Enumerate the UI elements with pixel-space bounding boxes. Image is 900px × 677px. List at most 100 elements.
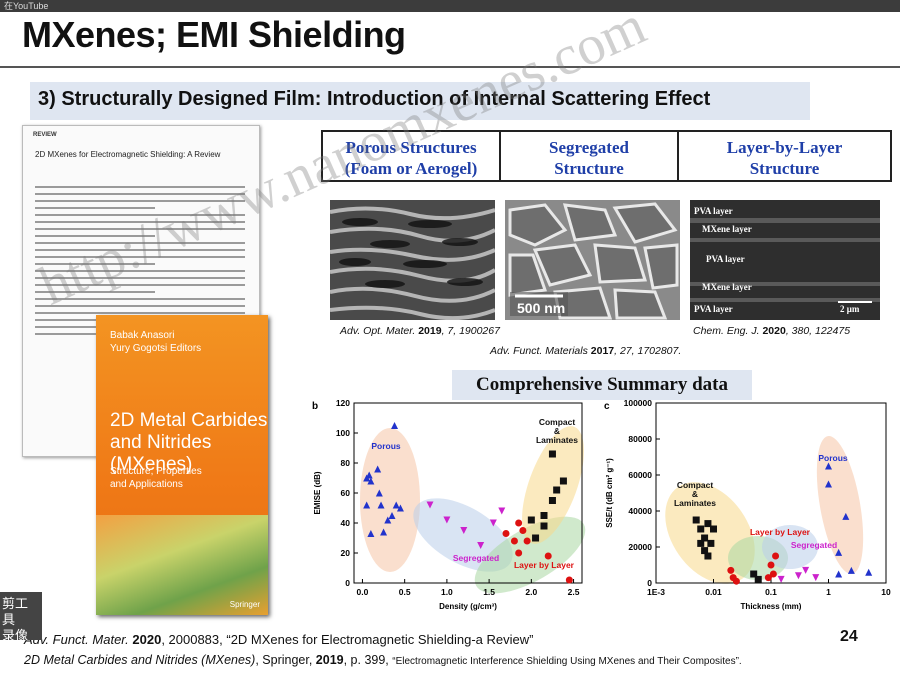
x-axis-label: Density (g/cm³) — [439, 602, 497, 611]
data-point — [707, 539, 715, 547]
data-point — [802, 566, 810, 574]
data-point — [548, 497, 556, 504]
data-point — [767, 561, 775, 569]
group-label: Compact — [677, 480, 714, 490]
citation-segregated: Adv. Funct. Materials 2017, 27, 1702807. — [490, 345, 682, 357]
data-point — [794, 572, 802, 580]
y-tick-label: 0 — [345, 578, 350, 588]
data-point — [825, 480, 832, 488]
y-tick-label: 20000 — [628, 542, 652, 552]
sem-scale-bar-label: 500 nm — [517, 300, 565, 316]
group-region — [360, 428, 420, 572]
panel-label: b — [312, 401, 318, 412]
data-point — [367, 530, 375, 537]
data-point — [532, 534, 540, 542]
header-segregated-structure: Segregated Structure — [499, 130, 679, 182]
header-layer-by-layer: Layer-by-Layer Structure — [677, 130, 892, 182]
title-divider — [0, 66, 900, 68]
data-point — [523, 537, 531, 545]
data-point — [835, 548, 843, 556]
data-point — [443, 516, 451, 524]
x-tick-label: 1E-3 — [647, 587, 665, 597]
data-point — [515, 519, 523, 527]
data-point — [460, 527, 468, 534]
summary-label: Comprehensive Summary data — [452, 370, 752, 400]
footer-citation-2: 2D Metal Carbides and Nitrides (MXenes),… — [24, 653, 742, 667]
x-tick-label: 1.0 — [441, 587, 453, 597]
data-point — [502, 530, 510, 537]
data-point — [701, 534, 709, 542]
layer-label-4: MXene layer — [702, 282, 752, 292]
group-region — [474, 516, 586, 594]
data-point — [498, 507, 506, 515]
slide-subtitle: 3) Structurally Designed Film: Introduct… — [38, 88, 711, 110]
footer-citation-1: Adv. Funct. Mater. 2020, 2000883, “2D MX… — [24, 632, 534, 647]
sem-segregated-image: 500 nm — [505, 200, 680, 320]
x-tick-label: 10 — [881, 587, 891, 597]
panel-label: c — [604, 401, 610, 412]
y-tick-label: 40000 — [628, 506, 652, 516]
youtube-link[interactable]: 在YouTube — [4, 1, 49, 11]
layer-label-5: PVA layer — [694, 304, 733, 314]
data-point — [565, 576, 573, 584]
data-point — [510, 537, 518, 545]
layer-label-2: MXene layer — [702, 224, 752, 234]
x-tick-label: 0.01 — [705, 587, 722, 597]
video-topbar — [0, 0, 900, 12]
data-point — [363, 501, 371, 509]
y-axis-label: SSE/t (dB cm² g⁻¹) — [605, 458, 614, 528]
page-number: 24 — [840, 628, 858, 645]
data-point — [764, 574, 772, 582]
data-point — [704, 552, 712, 560]
group-label: & — [692, 489, 698, 499]
book-title-line-2: and Nitrides (MXenes) — [110, 432, 212, 475]
y-tick-label: 100000 — [624, 398, 653, 408]
group-label: Porous — [371, 441, 401, 451]
group-label: Porous — [818, 453, 848, 463]
review-tag: REVIEW — [33, 132, 57, 138]
x-tick-label: 0.5 — [399, 587, 411, 597]
data-point — [375, 489, 383, 497]
x-tick-label: 1.5 — [483, 587, 495, 597]
sem-porous-image — [330, 200, 495, 320]
x-tick-label: 2.0 — [525, 587, 537, 597]
y-tick-label: 60000 — [628, 470, 652, 480]
group-label: Layer by Layer — [514, 560, 575, 570]
data-point — [777, 575, 785, 583]
data-point — [812, 574, 820, 582]
layer-label-1: PVA layer — [694, 206, 733, 216]
data-point — [477, 542, 485, 549]
data-point — [842, 512, 850, 520]
y-tick-label: 40 — [341, 518, 351, 528]
y-tick-label: 80 — [341, 458, 351, 468]
data-point — [396, 504, 404, 512]
y-tick-label: 80000 — [628, 434, 652, 444]
group-label: Layer by Layer — [750, 527, 811, 537]
book-subtitle-line-2: and Applications — [110, 479, 183, 490]
y-axis-label: EMISE (dB) — [313, 471, 322, 514]
group-label: Segregated — [453, 553, 499, 563]
data-point — [515, 549, 523, 557]
group-region — [816, 435, 864, 575]
group-label: Compact — [539, 417, 576, 427]
data-point — [377, 501, 385, 509]
citation-layer: Chem. Eng. J. 2020, 380, 122475 — [693, 325, 851, 337]
sem-scale-bar-2-label: 2 μm — [840, 304, 860, 314]
data-point — [367, 477, 375, 485]
data-point — [732, 577, 740, 585]
group-label: Segregated — [791, 540, 837, 550]
data-point — [704, 520, 712, 528]
header-porous-structures: Porous Structures (Foam or Aerogel) — [321, 130, 501, 182]
data-point — [692, 516, 700, 524]
x-tick-label: 0.0 — [357, 587, 369, 597]
screen-tool-label[interactable]: 剪工具 录像机 — [0, 592, 42, 659]
slide-title: MXenes; EMI Shielding — [22, 14, 406, 55]
data-point — [426, 501, 434, 509]
citation-porous: Adv. Opt. Mater. 2019, 7, 1900267 — [340, 325, 500, 337]
data-point — [825, 462, 832, 470]
group-label: Laminates — [536, 435, 578, 445]
data-point — [392, 501, 400, 509]
book-editor-1: Babak Anasori — [110, 330, 175, 341]
data-point — [559, 477, 567, 485]
y-tick-label: 20 — [341, 548, 351, 558]
